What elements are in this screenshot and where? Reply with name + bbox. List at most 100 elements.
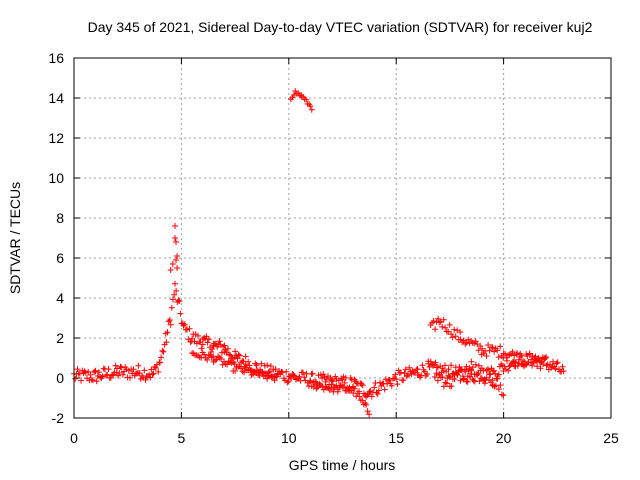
data-point <box>414 366 421 372</box>
data-point <box>388 382 395 389</box>
data-point <box>512 359 519 366</box>
data-point <box>165 318 172 325</box>
data-point <box>232 348 239 355</box>
data-point <box>300 369 306 376</box>
data-point <box>406 364 413 371</box>
data-point <box>543 362 550 369</box>
data-point <box>489 344 496 351</box>
data-point <box>89 377 96 384</box>
data-point <box>177 310 184 317</box>
data-point <box>560 368 567 375</box>
data-point <box>264 362 271 369</box>
data-point <box>465 336 472 343</box>
data-point <box>442 324 449 331</box>
data-point <box>290 372 297 379</box>
data-point <box>169 261 176 267</box>
data-point <box>484 366 491 373</box>
data-point <box>224 345 231 352</box>
data-point <box>204 339 211 346</box>
data-point <box>199 341 206 348</box>
data-point <box>443 380 450 387</box>
data-point <box>351 385 358 392</box>
data-point <box>517 354 524 360</box>
data-point <box>432 326 439 333</box>
data-point <box>506 351 513 358</box>
data-point <box>323 376 330 383</box>
data-point <box>271 377 278 384</box>
y-tick-label: 0 <box>56 370 64 386</box>
data-point <box>166 317 173 323</box>
data-point <box>256 372 263 379</box>
x-tick-label: 20 <box>496 430 512 446</box>
data-point <box>167 267 174 273</box>
data-point <box>160 348 167 355</box>
data-point <box>174 253 181 259</box>
data-point <box>309 370 316 377</box>
data-point <box>354 390 361 397</box>
data-point <box>116 369 123 376</box>
data-point <box>559 363 566 370</box>
data-point <box>498 391 505 398</box>
data-point <box>471 371 478 378</box>
data-point <box>181 321 188 328</box>
data-point <box>109 372 115 379</box>
data-point <box>468 358 475 365</box>
data-point <box>534 363 541 370</box>
data-point <box>363 401 370 408</box>
data-point <box>454 372 461 378</box>
data-point <box>301 374 308 381</box>
data-point <box>495 371 502 378</box>
data-point <box>247 367 254 374</box>
x-tick-label: 15 <box>388 430 404 446</box>
data-point <box>472 361 479 368</box>
data-point <box>205 336 212 343</box>
data-point <box>170 296 176 303</box>
data-points <box>71 88 567 418</box>
data-point <box>204 356 211 363</box>
y-tick-label: 2 <box>56 330 64 346</box>
data-point <box>334 388 341 395</box>
data-point <box>270 374 277 381</box>
data-point <box>439 374 446 381</box>
data-point <box>532 353 539 360</box>
data-point <box>168 304 175 311</box>
data-point <box>495 386 502 393</box>
data-point <box>535 354 542 361</box>
data-point <box>554 359 561 366</box>
data-point <box>220 343 227 350</box>
data-point <box>308 106 315 113</box>
data-point <box>430 362 437 369</box>
data-point <box>374 391 381 397</box>
data-point <box>173 257 179 263</box>
data-point <box>432 359 439 366</box>
data-point <box>397 369 404 376</box>
data-point <box>339 376 346 383</box>
data-point <box>359 382 366 389</box>
data-point <box>445 372 452 379</box>
data-point <box>296 373 303 380</box>
data-point <box>475 347 482 354</box>
data-point <box>209 346 216 352</box>
data-point <box>505 367 512 374</box>
data-point <box>141 367 148 374</box>
data-point <box>164 329 171 336</box>
data-point <box>150 370 157 377</box>
data-point <box>403 373 410 380</box>
data-point <box>236 352 243 359</box>
data-point <box>448 331 455 338</box>
data-point <box>152 365 159 371</box>
data-point <box>329 378 336 385</box>
data-point <box>284 379 291 386</box>
data-point <box>509 348 516 355</box>
data-point <box>445 366 452 373</box>
data-point <box>440 316 447 323</box>
data-point <box>449 334 456 341</box>
data-point <box>288 375 295 382</box>
chart-title: Day 345 of 2021, Sidereal Day-to-day VTE… <box>88 19 593 35</box>
data-point <box>553 360 560 367</box>
data-point <box>531 358 538 365</box>
data-point <box>525 359 532 366</box>
data-point <box>394 381 401 388</box>
data-point <box>264 375 271 382</box>
